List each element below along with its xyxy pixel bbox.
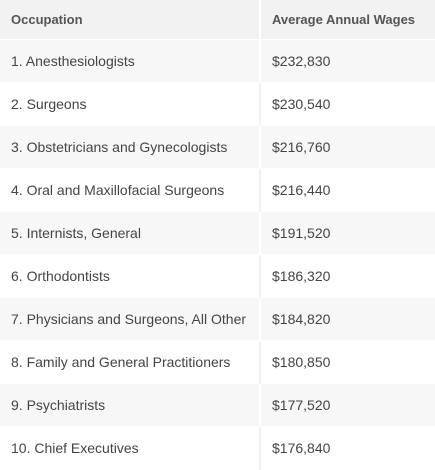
table-row: 5. Internists, General $191,520	[0, 211, 435, 255]
table-row: 2. Surgeons $230,540	[0, 82, 435, 126]
occupation-cell: 6. Orthodontists	[0, 254, 260, 298]
occupation-column-header: Occupation	[0, 0, 260, 40]
table-row: 3. Obstetricians and Gynecologists $216,…	[0, 125, 435, 169]
table-row: 4. Oral and Maxillofacial Surgeons $216,…	[0, 168, 435, 212]
occupation-cell: 4. Oral and Maxillofacial Surgeons	[0, 168, 260, 212]
wage-cell: $180,850	[259, 340, 435, 384]
table-row: 7. Physicians and Surgeons, All Other $1…	[0, 297, 435, 341]
occupation-cell: 1. Anesthesiologists	[0, 39, 260, 83]
occupation-cell: 8. Family and General Practitioners	[0, 340, 260, 384]
wage-cell: $216,760	[259, 125, 435, 169]
wage-cell: $191,520	[259, 211, 435, 255]
table-row: 6. Orthodontists $186,320	[0, 254, 435, 298]
wage-cell: $232,830	[259, 39, 435, 83]
wage-cell: $177,520	[259, 383, 435, 427]
table-header: Occupation Average Annual Wages	[0, 0, 435, 40]
wages-column-header: Average Annual Wages	[259, 0, 435, 40]
table-row: 10. Chief Executives $176,840	[0, 426, 435, 470]
occupation-cell: 3. Obstetricians and Gynecologists	[0, 125, 260, 169]
table-body: 1. Anesthesiologists $232,830 2. Surgeon…	[0, 39, 435, 470]
occupation-cell: 7. Physicians and Surgeons, All Other	[0, 297, 260, 341]
occupation-cell: 9. Psychiatrists	[0, 383, 260, 427]
occupation-cell: 10. Chief Executives	[0, 426, 260, 470]
wage-cell: $216,440	[259, 168, 435, 212]
table-row: 1. Anesthesiologists $232,830	[0, 39, 435, 83]
wage-cell: $230,540	[259, 82, 435, 126]
wage-cell: $176,840	[259, 426, 435, 470]
wage-cell: $186,320	[259, 254, 435, 298]
header-row: Occupation Average Annual Wages	[0, 0, 435, 40]
wage-cell: $184,820	[259, 297, 435, 341]
table-row: 8. Family and General Practitioners $180…	[0, 340, 435, 384]
table-row: 9. Psychiatrists $177,520	[0, 383, 435, 427]
occupation-cell: 5. Internists, General	[0, 211, 260, 255]
occupation-cell: 2. Surgeons	[0, 82, 260, 126]
